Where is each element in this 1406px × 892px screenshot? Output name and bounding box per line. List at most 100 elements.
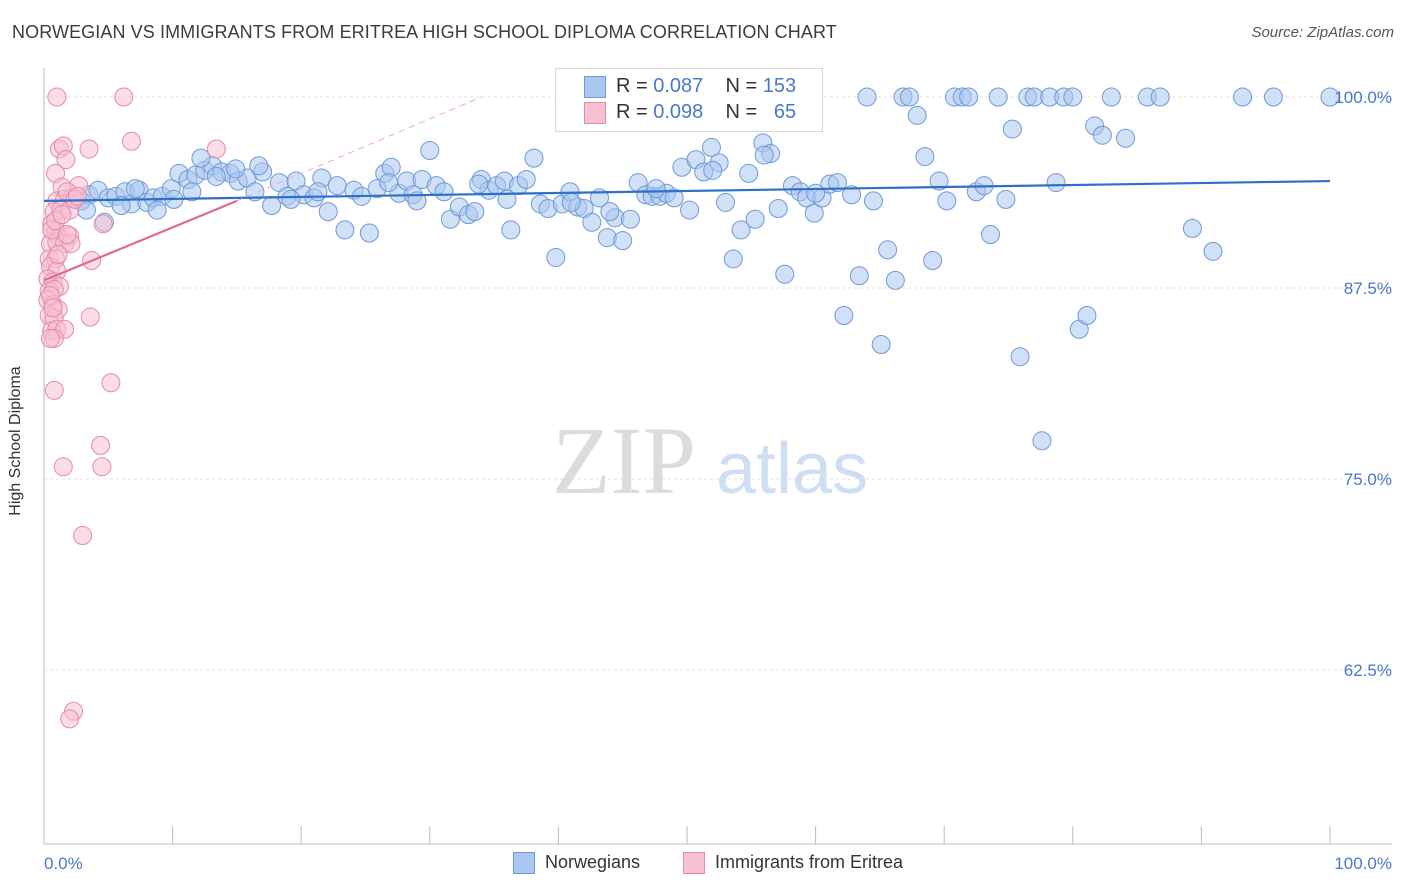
eritrea-point xyxy=(67,186,87,206)
norwegian-point xyxy=(327,176,347,196)
norwegian-point xyxy=(834,306,854,326)
norwegian-point xyxy=(988,87,1008,107)
norwegian-point xyxy=(849,266,869,286)
norwegian-point xyxy=(885,270,905,290)
axis-layer xyxy=(43,68,1392,845)
eritrea-point xyxy=(52,205,72,225)
norwegian-point xyxy=(842,185,862,205)
norwegian-point xyxy=(768,199,788,219)
grid-layer xyxy=(44,96,1392,671)
legend-r-label: R = xyxy=(616,101,648,123)
norwegian-point xyxy=(871,335,891,355)
watermark: ZIP atlas xyxy=(552,407,868,514)
x-tick-label-min: 0.0% xyxy=(44,854,83,873)
y-tick-label: 75.0% xyxy=(1344,470,1392,489)
norwegian-point xyxy=(1182,218,1202,238)
legend-r-value: 0.098 xyxy=(653,101,704,123)
norwegian-point xyxy=(1150,87,1170,107)
eritrea-point xyxy=(44,380,64,400)
eritrea-point xyxy=(73,526,93,546)
eritrea-point xyxy=(93,214,113,234)
norwegian-point xyxy=(262,195,282,215)
series-label-eritrea: Immigrants from Eritrea xyxy=(715,852,904,872)
chart-title: NORWEGIAN VS IMMIGRANTS FROM ERITREA HIG… xyxy=(12,22,837,42)
norwegian-point xyxy=(407,191,427,211)
norwegian-point xyxy=(308,182,328,202)
norwegian-point xyxy=(716,192,736,212)
norwegian-point xyxy=(245,182,265,202)
norwegian-point xyxy=(359,223,379,243)
legend-r-value: 0.087 xyxy=(653,75,704,97)
norwegian-point xyxy=(923,250,943,270)
norwegian-point xyxy=(980,225,1000,245)
norwegian-point xyxy=(863,191,883,211)
watermark-zip: ZIP xyxy=(552,407,696,514)
y-tick-label: 100.0% xyxy=(1334,88,1392,107)
norwegian-point xyxy=(878,240,898,260)
legend-n-label: N = xyxy=(725,75,758,97)
norwegian-point xyxy=(745,209,765,229)
norwegian-point xyxy=(465,202,485,222)
norwegian-point xyxy=(996,189,1016,209)
eritrea-trend-extension xyxy=(236,96,482,202)
norwegian-point xyxy=(804,203,824,223)
norwegian-point xyxy=(1063,87,1083,107)
norwegian-point xyxy=(937,191,957,211)
norwegian-point xyxy=(561,192,581,212)
norwegian-point xyxy=(379,173,399,193)
norwegian-point xyxy=(620,209,640,229)
eritrea-point xyxy=(56,150,76,170)
y-tick-label: 62.5% xyxy=(1344,661,1392,680)
eritrea-point xyxy=(47,87,67,107)
chart-source: Source: ZipAtlas.com xyxy=(1251,24,1394,41)
norwegian-point xyxy=(664,188,684,208)
eritrea-point xyxy=(60,709,80,729)
eritrea-point xyxy=(80,307,100,327)
eritrea-point xyxy=(114,87,134,107)
norwegian-point xyxy=(600,202,620,222)
legend-swatch-eritrea xyxy=(584,102,606,124)
norwegian-point xyxy=(1101,87,1121,107)
legend-swatch-norwegians xyxy=(584,76,606,98)
norwegian-point xyxy=(546,247,566,267)
legend-n-value: 65 xyxy=(773,101,797,123)
eritrea-point xyxy=(121,131,141,151)
norwegian-point xyxy=(516,170,536,190)
norwegian-point xyxy=(907,105,927,125)
norwegian-point xyxy=(182,182,202,202)
norwegian-point xyxy=(1092,125,1112,145)
norwegian-point xyxy=(335,220,355,240)
eritrea-point xyxy=(48,244,68,264)
eritrea-point xyxy=(79,139,99,159)
norwegian-point xyxy=(1032,431,1052,451)
y-tick-label: 87.5% xyxy=(1344,279,1392,298)
series-swatch-eritrea xyxy=(683,852,705,875)
norwegian-point xyxy=(318,202,338,222)
norwegian-point xyxy=(1233,87,1253,107)
eritrea-point xyxy=(57,225,77,245)
norwegian-point xyxy=(1077,306,1097,326)
norwegian-point xyxy=(703,160,723,180)
norwegian-point xyxy=(1116,128,1136,148)
series-legend-norwegians[interactable]: Norwegians xyxy=(513,852,641,875)
norwegian-point xyxy=(1203,241,1223,261)
norwegian-point xyxy=(1002,119,1022,139)
tick-label-layer: 62.5% 75.0% 87.5% 100.0% 0.0% 100.0% xyxy=(44,88,1392,873)
norwegian-point xyxy=(597,228,617,248)
eritrea-point xyxy=(40,328,60,348)
norwegian-point xyxy=(701,137,721,157)
series-legend-eritrea[interactable]: Immigrants from Eritrea xyxy=(683,852,904,875)
eritrea-point xyxy=(92,457,112,477)
norwegian-point xyxy=(1046,173,1066,193)
trend-layer xyxy=(43,96,1331,282)
series-legend: Norwegians Immigrants from Eritrea xyxy=(0,852,1406,876)
norwegian-point xyxy=(1263,87,1283,107)
norwegian-point xyxy=(1320,87,1340,107)
series-swatch-norwegians xyxy=(513,852,535,875)
norwegian-point xyxy=(111,195,131,215)
series-label-norwegians: Norwegians xyxy=(545,852,641,872)
norwegian-point xyxy=(739,163,759,183)
norwegian-point xyxy=(1010,347,1030,367)
eritrea-point xyxy=(91,435,111,455)
